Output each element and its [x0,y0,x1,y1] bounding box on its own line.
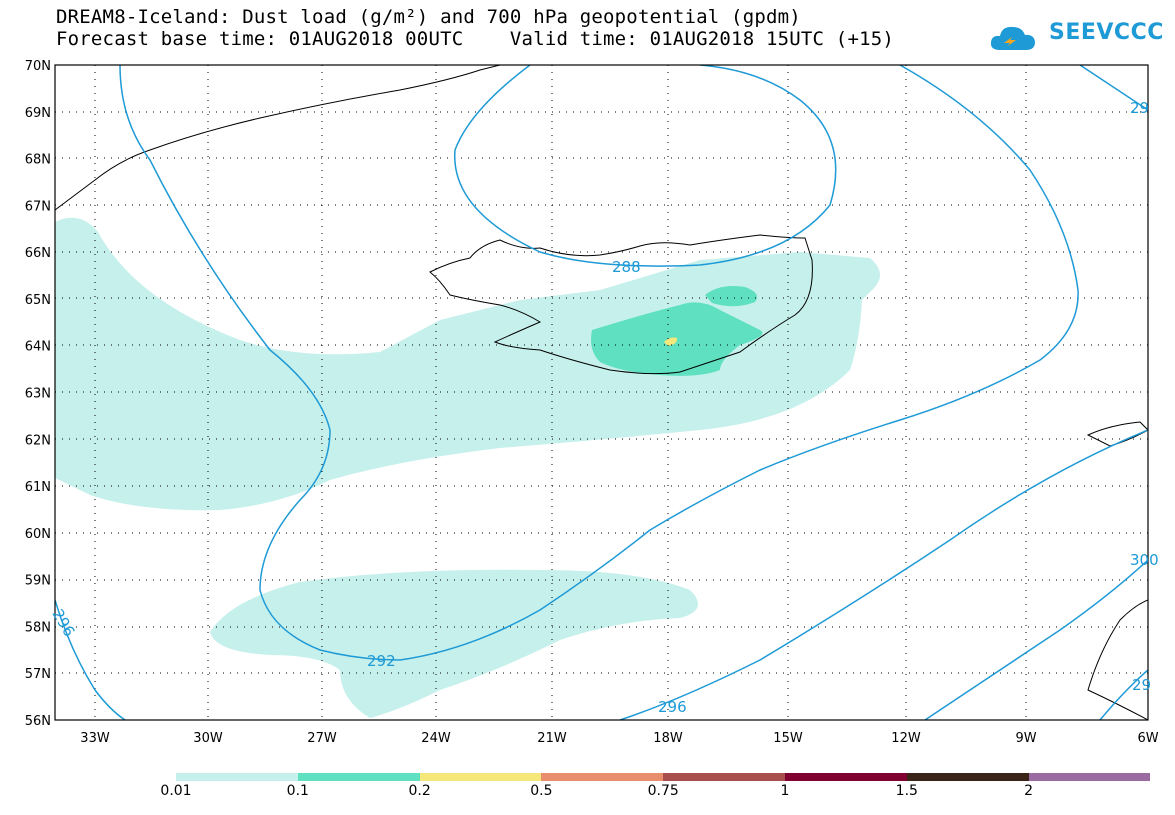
legend-label: 0.2 [408,783,431,799]
map-frame [54,64,1149,721]
legend-swatch [419,773,542,781]
legend-swatch [1028,773,1151,781]
contour-300 [924,559,1148,720]
lon-tick-label: 27W [307,731,337,746]
legend-swatch [297,773,420,781]
dust-area-low-south [210,569,698,718]
lat-tick-label: 69N [25,106,51,121]
map-title: DREAM8-Iceland: Dust load (g/m²) and 700… [56,6,801,28]
lat-tick-label: 56N [25,714,51,729]
contour-label-296: 296 [658,698,687,716]
legend-label: 0.5 [530,783,553,799]
lat-tick-label: 60N [25,527,51,542]
contour-296-east [619,429,1148,720]
lat-tick-label: 59N [25,574,51,589]
legend-swatch [906,773,1029,781]
legend-label: 0.1 [286,783,309,799]
iceland-coast [429,234,813,375]
lon-tick-label: 33W [80,731,110,746]
lat-tick-label: 66N [25,246,51,261]
contour-296-west [55,599,126,720]
contour-label-292: 292 [367,652,396,670]
legend-label: 2 [1024,783,1034,799]
legend-swatch [541,773,664,781]
lat-tick-label: 63N [25,387,51,402]
lon-tick-label: 15W [773,731,803,746]
lon-tick-label: 9W [1015,731,1036,746]
contour-29-se [1099,669,1148,720]
lat-tick-label: 62N [25,433,51,448]
lon-tick-label: 18W [653,731,683,746]
grid-lines [55,65,1148,720]
scotland-coast [1087,599,1148,720]
lat-tick-label: 58N [25,620,51,635]
lon-tick-label: 21W [537,731,567,746]
contour-292 [119,65,1079,661]
contour-label-288: 288 [612,258,641,276]
dust-area-medium-north [705,286,758,307]
lon-tick-label: 24W [421,731,451,746]
lon-tick-label: 6W [1137,731,1158,746]
legend-label: 0.75 [647,783,679,799]
lat-tick-label: 67N [25,199,51,214]
geopotential-contours [55,65,1148,720]
legend-label: 1 [780,783,790,799]
contour-29-ne [1079,65,1148,111]
greenland-coast [55,65,501,211]
dust-area-low-west [55,217,880,511]
dust-area-high [664,337,678,346]
legend-swatch [663,773,785,781]
legend-swatch [785,773,907,781]
contour-label-29-ne: 29 [1130,99,1149,117]
lat-tick-label: 68N [25,153,51,168]
legend-label: 0.01 [160,783,192,799]
logo-text: SEEVCCC [1049,20,1164,45]
legend-swatch [176,773,298,781]
lat-tick-label: 61N [25,480,51,495]
legend-label: 1.5 [895,783,918,799]
contour-288 [454,65,837,267]
cloud-logo-icon [990,26,1035,50]
map-subtitle-times: Forecast base time: 01AUG2018 00UTC Vali… [56,28,895,50]
lat-tick-label: 64N [25,340,51,355]
contour-label-300: 300 [1130,551,1159,569]
lat-tick-label: 57N [25,667,51,682]
lon-tick-label: 30W [193,731,223,746]
lat-tick-label: 65N [25,293,51,308]
lon-tick-label: 12W [891,731,921,746]
lat-tick-label: 70N [25,59,51,74]
contour-label-29-se: 29 [1132,676,1151,694]
contour-label-296-west: 296 [49,606,79,640]
